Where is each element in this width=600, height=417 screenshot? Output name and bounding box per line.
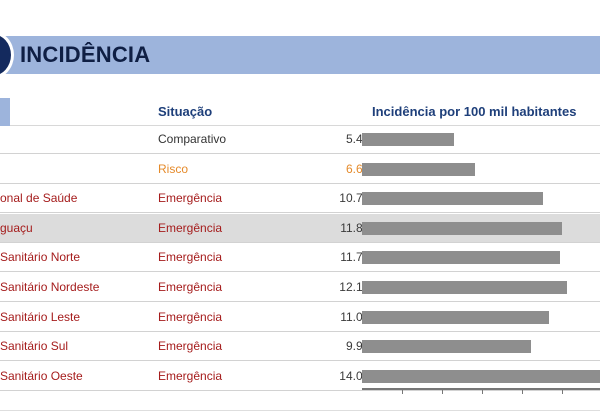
table-row: onal de Saúde Emergência 10.742 [0, 184, 600, 213]
table-row: Sanitário Nordeste Emergência 12.159 [0, 273, 600, 302]
table-row: Sanitário Sul Emergência 9.994 [0, 332, 600, 361]
bottom-divider [0, 410, 600, 411]
axis-tick [522, 388, 523, 394]
table-row: Comparativo 5.452 [0, 125, 600, 154]
column-header-incidencia: Incidência por 100 mil habitantes [372, 104, 577, 119]
situacao-label: Comparativo [158, 132, 227, 146]
incidencia-bar [362, 340, 531, 353]
bar-axis [362, 388, 600, 390]
region-name: Sanitário Oeste [0, 369, 83, 383]
top-strip [0, 0, 600, 36]
situacao-label: Emergência [158, 369, 223, 383]
incidencia-bar [362, 163, 475, 176]
header-accent [0, 98, 10, 126]
region-name: Sanitário Norte [0, 250, 81, 264]
incidencia-bar [362, 192, 543, 205]
incidencia-bar [362, 311, 549, 324]
axis-tick [442, 388, 443, 394]
table-row: Risco 6.686 [0, 155, 600, 184]
axis-tick [402, 388, 403, 394]
region-name: Sanitário Leste [0, 310, 81, 324]
axis-tick [482, 388, 483, 394]
page-title: INCIDÊNCIA [20, 42, 151, 67]
region-name: Sanitário Nordeste [0, 280, 100, 294]
table-row: Sanitário Leste Emergência 11.070 [0, 303, 600, 332]
table-row: Sanitário Norte Emergência 11.736 [0, 243, 600, 272]
table-row: guaçu Emergência 11.828 [0, 214, 600, 243]
axis-tick [562, 388, 563, 394]
incidencia-bar [362, 281, 567, 294]
title-band [0, 36, 600, 74]
column-header-situacao: Situação [158, 104, 213, 119]
incidencia-bar [362, 251, 560, 264]
region-name: onal de Saúde [0, 191, 78, 205]
incidencia-bar [362, 370, 600, 383]
region-name: guaçu [0, 221, 33, 235]
situacao-label: Emergência [158, 339, 223, 353]
table-row: Sanitário Oeste Emergência 14.089 [0, 362, 600, 391]
situacao-label: Emergência [158, 221, 223, 235]
region-name: Sanitário Sul [0, 339, 69, 353]
table-header [0, 98, 600, 126]
situacao-label: Emergência [158, 191, 223, 205]
incidencia-bar [362, 133, 454, 146]
situacao-label: Emergência [158, 280, 223, 294]
situacao-label: Emergência [158, 310, 223, 324]
situacao-label: Emergência [158, 250, 223, 264]
incidencia-bar [362, 222, 562, 235]
situacao-label: Risco [158, 162, 189, 176]
